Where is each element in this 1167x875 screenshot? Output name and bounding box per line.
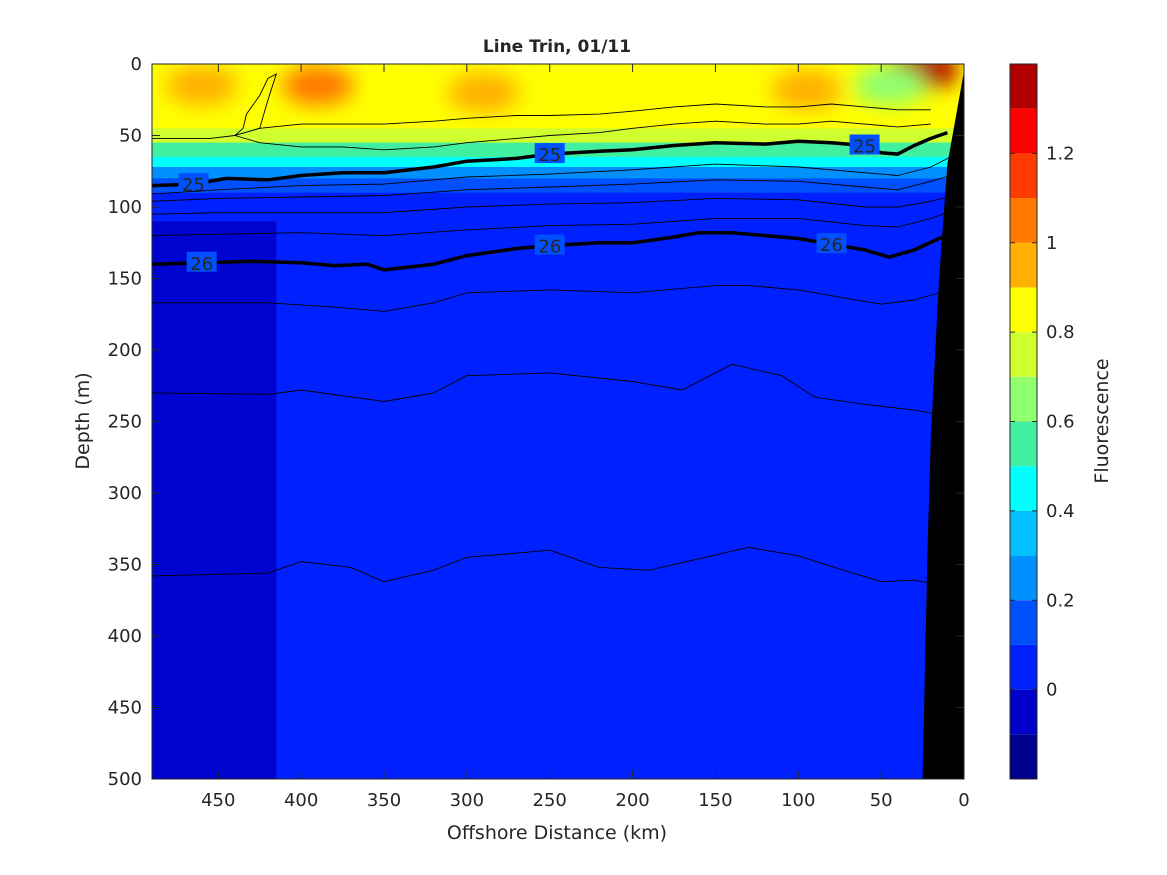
colorbar-tick-label: 1 xyxy=(1046,233,1057,254)
field-band xyxy=(152,178,964,194)
y-tick-label: 400 xyxy=(108,626,142,647)
fluorescence-field xyxy=(152,64,964,779)
contour-label: 25 xyxy=(853,137,876,158)
field-band xyxy=(152,128,964,144)
colorbar-swatch xyxy=(1010,198,1037,243)
isopycnal-contour-labeled xyxy=(152,230,957,272)
y-tick-label: 500 xyxy=(108,769,142,790)
x-tick-label: 100 xyxy=(781,790,815,811)
contour-label-bg xyxy=(816,233,847,254)
contour-label: 26 xyxy=(190,254,213,275)
y-tick-label: 200 xyxy=(108,340,142,361)
bathymetry xyxy=(922,71,964,779)
fluorescence-patches xyxy=(165,64,959,113)
colorbar-swatch xyxy=(1010,734,1037,779)
colorbar-swatch xyxy=(1010,644,1037,690)
colorbar-swatch xyxy=(1010,153,1037,199)
isopycnal-contour-labeled xyxy=(152,130,948,188)
colorbar-tick-label: 0.6 xyxy=(1046,412,1075,433)
colorbar xyxy=(1009,63,1038,780)
colorbar-swatch xyxy=(1010,376,1037,422)
contour-label-bg xyxy=(186,251,217,272)
isopycnal-contour xyxy=(152,175,951,202)
x-tick-label: 450 xyxy=(201,790,235,811)
colorbar-ticks: 0 0.2 0.4 0.6 0.8 1 1.2 xyxy=(1010,143,1075,701)
colorbar-swatch xyxy=(1010,555,1037,601)
isopycnal-contour xyxy=(152,195,955,215)
y-tick-label: 350 xyxy=(108,555,142,576)
surface-patch xyxy=(447,72,520,113)
contour-label: 26 xyxy=(820,235,843,256)
bathymetry-shape xyxy=(922,71,964,779)
x-tick-label: 50 xyxy=(870,790,893,811)
isopycnal-contour xyxy=(152,103,931,139)
colorbar-swatch xyxy=(1010,64,1037,109)
surface-patch xyxy=(281,65,354,106)
surface-patch xyxy=(165,65,238,106)
colorbar-swatch xyxy=(1010,332,1037,377)
isopycnal-contour xyxy=(152,156,951,195)
y-tick-label: 300 xyxy=(108,483,142,504)
contour-label: 25 xyxy=(182,175,205,196)
field-band xyxy=(152,114,964,129)
colorbar-label: Fluorescence xyxy=(1091,358,1113,483)
x-axis-label: Offshore Distance (km) xyxy=(447,822,667,844)
colorbar-swatch xyxy=(1010,510,1037,556)
colorbar-tick-label: 1.2 xyxy=(1046,143,1075,164)
isopycnal-contour xyxy=(234,73,278,136)
isopycnal-contour xyxy=(152,546,948,587)
colorbar-swatch xyxy=(1010,466,1037,511)
colorbar-swatch xyxy=(1010,108,1037,154)
contour-label-bg xyxy=(534,143,565,164)
y-tick-label: 0 xyxy=(131,54,142,75)
contour-label: 25 xyxy=(538,145,561,166)
x-tick-label: 400 xyxy=(284,790,318,811)
chart-title: Line Trin, 01/11 xyxy=(483,37,631,57)
contour-label-bg xyxy=(534,234,565,255)
isopycnal-contour xyxy=(152,209,955,237)
colorbar-tick-label: 0 xyxy=(1046,680,1057,701)
x-tick-label: 350 xyxy=(367,790,401,811)
field-band xyxy=(152,92,964,115)
colorbar-swatch xyxy=(1010,242,1037,288)
x-tick-label: 250 xyxy=(533,790,567,811)
contour-label: 26 xyxy=(538,237,561,258)
field-band xyxy=(152,166,964,179)
x-tick-label: 300 xyxy=(450,790,484,811)
colorbar-swatch xyxy=(1010,421,1037,467)
y-tick-label: 100 xyxy=(108,197,142,218)
y-axis-label: Depth (m) xyxy=(72,372,94,469)
isopycnal-contour xyxy=(152,363,948,417)
surface-patch xyxy=(770,69,843,110)
colorbar-tick-label: 0.2 xyxy=(1046,590,1075,611)
colorbar-tick-label: 0.4 xyxy=(1046,501,1075,522)
x-tick-label: 200 xyxy=(615,790,649,811)
x-tick-label: 0 xyxy=(958,790,969,811)
colorbar-swatch xyxy=(1010,689,1037,735)
density-contours: 25 25 25 26 26 26 xyxy=(152,73,957,587)
deep-patch xyxy=(152,221,277,779)
colorbar-swatch xyxy=(1010,287,1037,333)
isopycnal-contour xyxy=(152,285,940,312)
y-axis-ticks: 0 50 100 150 200 250 300 350 400 450 500 xyxy=(108,54,964,790)
y-tick-label: 250 xyxy=(108,412,142,433)
x-axis-ticks: 450 400 350 300 250 200 150 100 50 0 xyxy=(201,64,970,811)
plot-area: 25 25 25 26 26 26 xyxy=(152,64,964,779)
contour-label-bg xyxy=(849,134,880,155)
y-tick-label: 450 xyxy=(108,698,142,719)
colorbar-tick-label: 0.8 xyxy=(1046,322,1075,343)
x-tick-label: 150 xyxy=(698,790,732,811)
isopycnal-contour xyxy=(234,120,931,151)
y-tick-label: 50 xyxy=(119,126,142,147)
surface-patch xyxy=(853,65,926,106)
y-tick-label: 150 xyxy=(108,269,142,290)
contour-label-bg xyxy=(178,173,209,194)
colorbar-swatch xyxy=(1010,600,1037,645)
